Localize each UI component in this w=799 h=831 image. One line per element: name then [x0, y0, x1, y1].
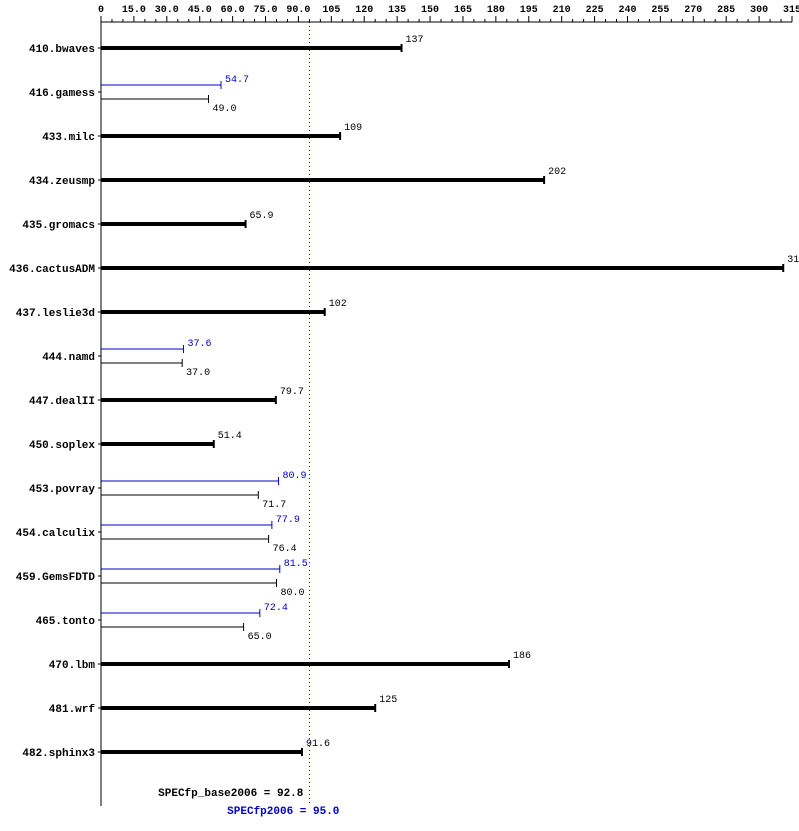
- benchmark-label: 482.sphinx3: [22, 748, 95, 760]
- footer-base-label: SPECfp_base2006 = 92.8: [158, 788, 304, 800]
- spec-bar-chart: 0 15.0 30.0 45.0 60.0 75.0 90.0 105 120 135 150 165…: [0, 0, 799, 831]
- base-value-label: 102: [329, 299, 347, 310]
- axis-label: 240: [618, 5, 636, 16]
- base-value-label: 109: [344, 123, 362, 134]
- peak-value-label: 80.9: [282, 471, 306, 482]
- benchmark-label: 416.gamess: [29, 88, 95, 100]
- benchmark-label: 444.namd: [42, 352, 95, 364]
- axis-label: 150: [421, 5, 439, 16]
- axis-label: 120: [355, 5, 373, 16]
- base-value-label: 79.7: [280, 387, 304, 398]
- axis-label: 255: [651, 5, 669, 16]
- benchmark-label: 437.leslie3d: [16, 308, 95, 320]
- benchmark-label: 435.gromacs: [22, 220, 95, 232]
- axis-label: 30.0: [155, 5, 179, 16]
- base-value-label: 49.0: [212, 104, 236, 115]
- axis-label: 285: [717, 5, 735, 16]
- peak-value-label: 77.9: [276, 515, 300, 526]
- base-value-label: 65.9: [250, 211, 274, 222]
- axis-label: 0: [98, 5, 104, 16]
- axis-label: 300: [750, 5, 768, 16]
- axis-label: 210: [553, 5, 571, 16]
- axis-label: 60.0: [221, 5, 245, 16]
- axis-label: 45.0: [188, 5, 212, 16]
- base-value-label: 65.0: [248, 632, 272, 643]
- axis-label: 75.0: [254, 5, 278, 16]
- base-value-label: 91.6: [306, 739, 330, 750]
- axis-label: 105: [322, 5, 340, 16]
- axis-label: 90.0: [286, 5, 310, 16]
- benchmark-label: 433.milc: [42, 132, 95, 144]
- axis-label: 15.0: [122, 5, 146, 16]
- peak-value-label: 37.6: [187, 339, 211, 350]
- benchmark-label: 470.lbm: [49, 660, 96, 672]
- base-value-label: 80.0: [280, 588, 304, 599]
- peak-value-label: 81.5: [284, 559, 308, 570]
- axis-label: 315: [783, 5, 799, 16]
- peak-value-label: 72.4: [264, 603, 288, 614]
- benchmark-label: 447.dealII: [29, 396, 95, 408]
- axis-label: 195: [520, 5, 538, 16]
- benchmark-label: 453.povray: [29, 484, 95, 496]
- benchmark-label: 459.GemsFDTD: [16, 572, 96, 584]
- benchmark-label: 434.zeusmp: [29, 176, 95, 188]
- base-value-label: 137: [406, 35, 424, 46]
- base-value-label: 51.4: [218, 431, 242, 442]
- benchmark-label: 454.calculix: [16, 528, 96, 540]
- axis-label: 180: [487, 5, 505, 16]
- base-value-label: 37.0: [186, 368, 210, 379]
- benchmark-label: 481.wrf: [49, 704, 96, 716]
- benchmark-label: 465.tonto: [36, 616, 96, 628]
- axis-label: 225: [586, 5, 604, 16]
- axis-label: 135: [388, 5, 406, 16]
- base-value-label: 76.4: [273, 544, 297, 555]
- peak-value-label: 54.7: [225, 75, 249, 86]
- base-value-label: 125: [379, 695, 397, 706]
- axis-label: 270: [684, 5, 702, 16]
- base-value-label: 186: [513, 651, 531, 662]
- benchmark-label: 450.soplex: [29, 440, 95, 452]
- footer-peak-label: SPECfp2006 = 95.0: [227, 806, 339, 818]
- base-value-label: 71.7: [262, 500, 286, 511]
- base-value-label: 202: [548, 167, 566, 178]
- base-value-label: 311: [787, 255, 799, 266]
- benchmark-label: 436.cactusADM: [9, 264, 95, 276]
- benchmark-label: 410.bwaves: [29, 44, 95, 56]
- axis-label: 165: [454, 5, 472, 16]
